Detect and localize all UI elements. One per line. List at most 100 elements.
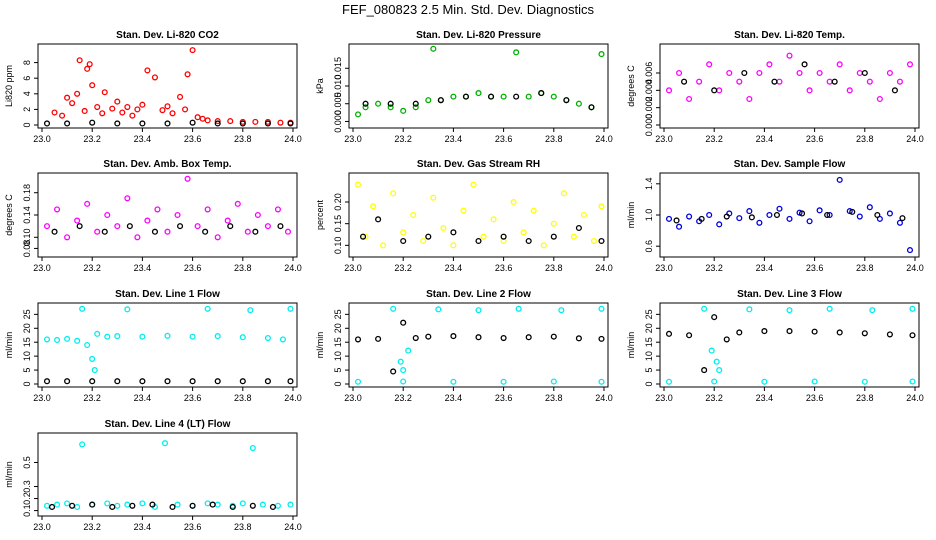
data-point: [909, 378, 916, 385]
data-point: [580, 211, 587, 219]
data-point: [99, 110, 106, 117]
data-point: [665, 330, 673, 337]
data-point: [254, 211, 261, 219]
data-point: [475, 237, 482, 245]
data-point: [239, 378, 246, 385]
data-point: [824, 211, 831, 219]
data-point: [362, 233, 369, 240]
data-point: [598, 51, 605, 58]
data-point: [177, 223, 184, 230]
data-point: [89, 82, 96, 89]
x-tick-label: 24.0: [284, 263, 302, 273]
x-tick-label: 24.0: [906, 393, 924, 403]
data-point: [708, 347, 715, 354]
series-secondary: [665, 314, 916, 374]
data-point: [701, 305, 708, 312]
y-tick-label: 25: [644, 309, 654, 319]
series-primary: [43, 175, 292, 241]
x-tick-label: 24.0: [595, 263, 613, 273]
y-tick-label: 0.004: [644, 79, 654, 102]
data-point: [91, 367, 98, 374]
data-point: [440, 224, 447, 232]
data-point: [400, 229, 407, 236]
data-point: [676, 223, 683, 230]
y-tick-label: 5: [22, 368, 32, 373]
data-point: [550, 93, 557, 100]
data-point: [202, 228, 209, 235]
data-point: [450, 242, 457, 249]
data-point: [771, 78, 778, 85]
data-point: [711, 87, 718, 94]
data-point: [227, 223, 234, 230]
series-secondary: [359, 216, 605, 245]
data-point: [134, 106, 141, 113]
figure-title: FEF_080823 2.5 Min. Std. Dev. Diagnostic…: [342, 2, 594, 17]
data-point: [876, 95, 883, 103]
data-point: [849, 208, 856, 215]
data-point: [354, 181, 362, 188]
data-point: [81, 107, 88, 115]
x-tick-label: 23.0: [344, 134, 362, 144]
data-point: [550, 333, 557, 340]
data-point: [558, 307, 565, 314]
data-point: [761, 378, 768, 385]
data-point: [89, 119, 96, 126]
series-primary: [665, 305, 916, 385]
data-point: [726, 69, 733, 77]
data-point: [746, 95, 753, 103]
x-tick-label: 23.6: [806, 134, 824, 144]
data-point: [530, 207, 537, 214]
y-axis-label: ml/min: [4, 332, 14, 359]
x-tick-label: 23.8: [545, 263, 563, 273]
data-point: [204, 305, 211, 312]
y-tick-label: 0.20: [333, 193, 343, 211]
data-point: [811, 378, 818, 385]
data-point: [239, 500, 246, 507]
data-point: [598, 335, 605, 342]
plot-frame: [37, 302, 298, 388]
y-tick-label: 15: [644, 337, 654, 347]
data-point: [76, 57, 83, 64]
data-point: [43, 223, 51, 230]
x-tick-label: 23.2: [394, 263, 412, 273]
chart-panel-10: Stan. Dev. Line 4 (LT) Flow ml/min 23.0 23.…: [4, 419, 302, 532]
x-tick-label: 23.0: [33, 393, 51, 403]
data-point: [169, 110, 176, 117]
panel-title: Stan. Dev. Li-820 CO2: [116, 30, 219, 41]
y-tick-label: 0.1: [22, 504, 32, 517]
data-point: [134, 234, 141, 241]
data-point: [510, 198, 517, 206]
panel-title: Stan. Dev. Gas Stream RH: [417, 159, 540, 170]
x-tick-label: 23.2: [705, 393, 723, 403]
data-point: [405, 347, 412, 354]
data-point: [264, 334, 271, 342]
data-point: [826, 211, 833, 219]
panel-title: Stan. Dev. Line 3 Flow: [737, 289, 842, 300]
series-primary: [43, 305, 294, 374]
data-point: [723, 213, 730, 220]
data-point: [214, 378, 221, 385]
data-point: [169, 503, 176, 511]
series-secondary: [48, 501, 276, 511]
data-point: [748, 214, 755, 221]
data-point: [164, 228, 171, 235]
series-secondary: [43, 378, 294, 385]
data-point: [470, 181, 477, 188]
y-tick-label: 20: [22, 323, 32, 333]
y-tick-label: 0.2: [22, 492, 32, 505]
x-tick-label: 24.0: [595, 134, 613, 144]
data-point: [909, 332, 916, 339]
data-point: [214, 333, 221, 340]
data-point: [736, 215, 743, 222]
data-point: [896, 78, 903, 85]
x-tick-label: 24.0: [595, 393, 613, 403]
x-tick-label: 23.2: [705, 263, 723, 273]
data-point: [746, 208, 753, 215]
data-point: [575, 224, 582, 232]
data-point: [104, 500, 111, 507]
y-tick-label: 0.18: [22, 184, 32, 202]
data-point: [64, 378, 71, 385]
x-tick-label: 23.0: [33, 134, 51, 144]
data-point: [706, 61, 713, 68]
